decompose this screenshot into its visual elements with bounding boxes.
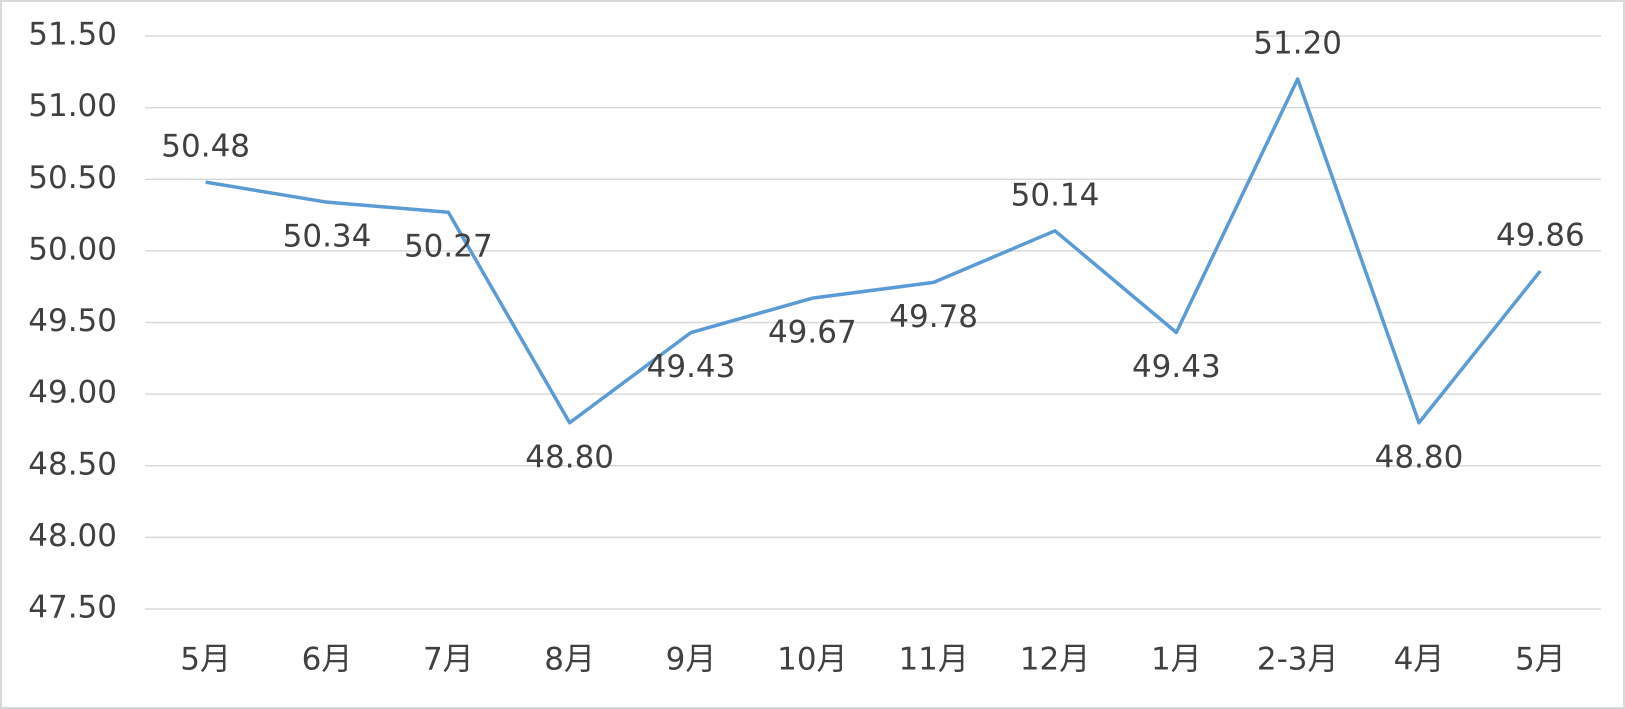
x-tick-label: 10月: [777, 642, 847, 678]
y-tick-label: 47.50: [28, 590, 117, 626]
data-label: 50.27: [404, 229, 493, 265]
data-label: 49.43: [1132, 349, 1221, 385]
y-tick-label: 49.00: [28, 375, 117, 411]
y-tick-label: 48.00: [28, 518, 117, 554]
x-tick-label: 9月: [666, 642, 717, 678]
y-tick-label: 51.50: [28, 17, 117, 53]
data-label: 50.48: [161, 129, 250, 165]
data-label: 49.43: [647, 349, 736, 385]
x-tick-label: 1月: [1151, 642, 1202, 678]
data-label: 49.78: [889, 299, 978, 335]
data-label: 51.20: [1253, 25, 1342, 61]
data-label: 49.67: [768, 315, 857, 351]
y-tick-label: 48.50: [28, 446, 117, 482]
data-label: 48.80: [525, 439, 614, 475]
data-label: 48.80: [1375, 439, 1464, 475]
x-tick-label: 12月: [1020, 642, 1090, 678]
data-line: [205, 77, 1542, 425]
data-label: 50.34: [283, 219, 372, 255]
x-tick-label: 7月: [423, 642, 474, 678]
y-tick-label: 51.00: [28, 88, 117, 124]
x-tick-label: 2-3月: [1257, 642, 1339, 678]
data-label: 50.14: [1011, 177, 1100, 213]
y-tick-label: 50.00: [28, 231, 117, 267]
x-tick-label: 5月: [180, 642, 231, 678]
x-tick-label: 8月: [544, 642, 595, 678]
x-tick-label: 5月: [1515, 642, 1566, 678]
data-label: 49.86: [1496, 217, 1585, 253]
y-tick-label: 49.50: [28, 303, 117, 339]
y-tick-label: 50.50: [28, 160, 117, 196]
x-tick-label: 4月: [1394, 642, 1445, 678]
x-tick-label: 6月: [302, 642, 353, 678]
x-tick-label: 11月: [898, 642, 968, 678]
